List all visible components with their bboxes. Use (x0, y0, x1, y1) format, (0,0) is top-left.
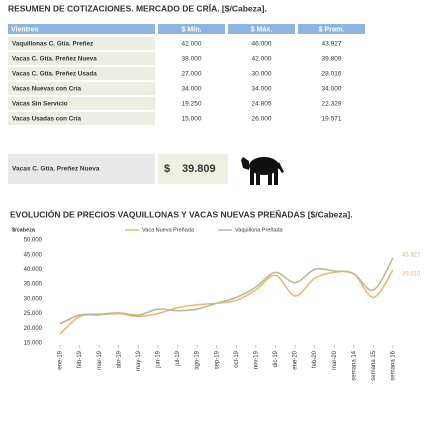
x-tick-label: feb-20 (312, 350, 318, 368)
x-tick-label: ene-19 (58, 350, 64, 369)
table-cell: 39.809 (322, 56, 342, 63)
y-tick-label: 50.000 (24, 238, 43, 244)
series-line (59, 257, 394, 325)
table-header: $ Prom. (319, 26, 345, 33)
y-tick-label: 30.000 (24, 296, 43, 302)
highlight-value: 39.809 (182, 163, 216, 175)
y-tick-label: 40.000 (24, 267, 43, 273)
table-cell: 19.250 (182, 101, 202, 108)
table-row-label: Vacas Nuevas con Cría (12, 86, 81, 93)
table-cell: 19.571 (322, 116, 342, 123)
table-cell: 27.000 (182, 71, 202, 78)
table-row-label: Vacas C. Gtía. Preñez Usada (12, 71, 97, 78)
table-label-cell (8, 97, 155, 110)
table-cell: 34.000 (182, 86, 202, 93)
legend-label: Vaca Nueva Preñada (142, 227, 195, 233)
x-tick-label: semana 16 (391, 350, 397, 380)
table-label-cell (8, 67, 155, 80)
y-tick-label: 20.000 (24, 326, 43, 332)
x-tick-label: jun-19 (156, 350, 162, 368)
table-label-cell (8, 82, 155, 95)
table-label-cell (8, 52, 155, 65)
table-cell: 42.000 (252, 56, 272, 63)
table-row-label: Vacas Sin Servicio (12, 101, 68, 108)
table-row-label: Vacas Usadas con Cría (12, 116, 81, 123)
table-row-label: Vacas C. Gtía. Preñez Nueva (12, 56, 97, 63)
x-tick-label: mar-20 (332, 350, 338, 370)
x-tick-label: semana 14 (351, 350, 357, 380)
table-cell: 34.000 (322, 86, 342, 93)
legend-label: Vaquillona Preñada (235, 227, 284, 233)
table-label-cell (8, 37, 155, 50)
x-tick-label: jul-19 (175, 350, 181, 366)
series-line (59, 269, 394, 335)
table-cell: 30.000 (252, 71, 272, 78)
table-cell: 28.016 (322, 71, 342, 78)
table-label-cell (8, 112, 155, 125)
table-header-cell (228, 24, 295, 34)
table-cell: 15.000 (182, 116, 202, 123)
y-axis-label: $/cabeza (12, 227, 36, 233)
table-header: $ Máx. (251, 26, 272, 33)
highlight-value-box (158, 154, 228, 184)
x-tick-label: sep-19 (214, 350, 220, 369)
value-label: 43.927 (402, 252, 421, 258)
x-tick-label: dic-19 (273, 350, 279, 367)
x-tick-label: may-19 (136, 350, 142, 371)
table-header: $ Mín. (182, 26, 202, 33)
table-cell: 34.000 (252, 86, 272, 93)
x-tick-label: feb-19 (77, 350, 83, 368)
table-cell: 38.000 (182, 56, 202, 63)
x-tick-label: semana 15 (371, 350, 377, 380)
highlight-currency: $ (164, 163, 170, 175)
chart-title: EVOLUCIÓN DE PRECIOS VAQUILLONAS Y VACAS… (10, 208, 353, 219)
highlight-label: Vacas C. Gtía. Preñez Nueva (12, 166, 100, 173)
x-tick-label: nov-19 (253, 350, 259, 369)
table-cell: 42.000 (182, 41, 202, 48)
table-cell: 46.000 (252, 41, 272, 48)
table-cell: 26.000 (252, 116, 272, 123)
cow-icon (241, 157, 284, 185)
table-header-cell (8, 24, 155, 34)
table-cell: 24.805 (252, 101, 272, 108)
table-cell: 43.927 (322, 41, 342, 48)
x-tick-label: mar-19 (97, 350, 103, 370)
x-tick-label: ago-19 (195, 350, 201, 369)
y-tick-label: 25.000 (24, 311, 43, 317)
table-header-cell (158, 24, 225, 34)
y-tick-label: 45.000 (24, 252, 43, 258)
y-tick-label: 15.000 (24, 341, 43, 347)
table-cell: 22.329 (322, 101, 342, 108)
table-header-cell (298, 24, 365, 34)
table-row-label: Vaquillonas C. Gtía. Preñez (12, 41, 93, 48)
table-header: Vientres (11, 26, 39, 33)
x-tick-label: oct-19 (234, 350, 240, 367)
highlight-label-box (8, 154, 155, 184)
value-label: 39.810 (402, 272, 421, 278)
y-tick-label: 35.000 (24, 282, 43, 288)
page-title: RESUMEN DE COTIZACIONES. MERCADO DE CRÍA… (8, 3, 267, 13)
x-tick-label: ene-20 (293, 350, 299, 369)
x-tick-label: abr-19 (116, 350, 122, 368)
